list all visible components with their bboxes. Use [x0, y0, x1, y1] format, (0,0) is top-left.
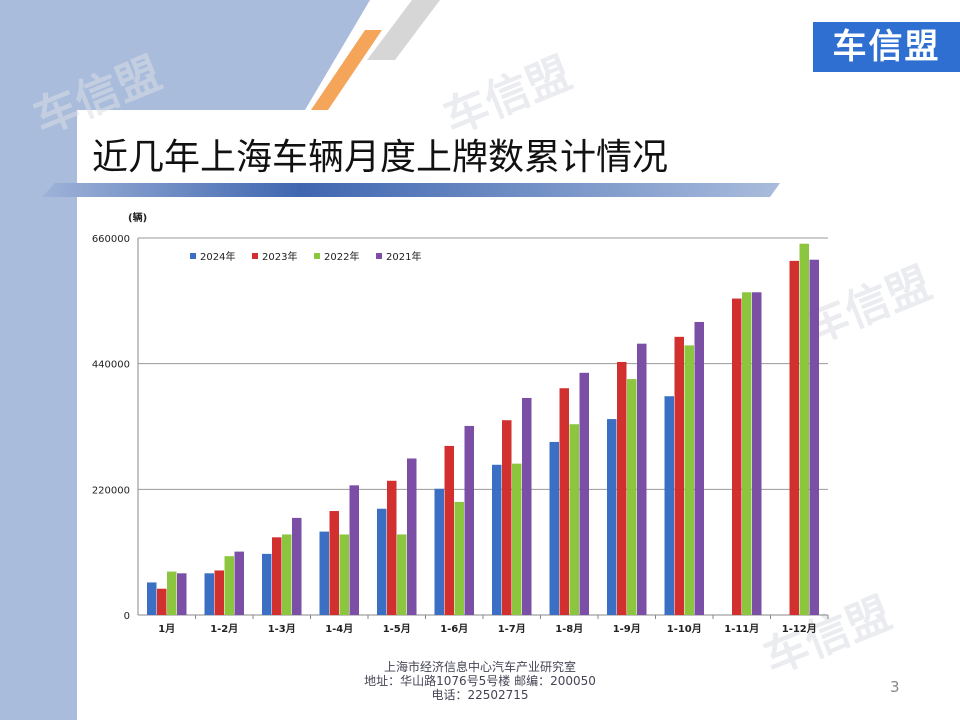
bar [569, 424, 579, 615]
brand-logo: 车信盟 [813, 22, 960, 72]
y-tick-label: 220000 [92, 485, 130, 496]
y-tick-label: 0 [124, 611, 130, 622]
left-decor-band [0, 0, 77, 720]
bar [809, 259, 819, 615]
bar [434, 488, 444, 615]
bar [377, 508, 387, 615]
bar [617, 361, 627, 615]
bar [502, 420, 512, 615]
bar [464, 425, 474, 615]
legend-label: 2023年 [262, 250, 297, 263]
bar [214, 570, 224, 615]
bar [752, 292, 762, 615]
bar [224, 556, 234, 615]
footer: 上海市经济信息中心汽车产业研究室 地址：华山路1076号5号楼 邮编：20005… [330, 660, 630, 702]
bar [664, 396, 674, 615]
legend-swatch [190, 253, 196, 259]
bar [204, 573, 214, 615]
x-tick-label: 1-5月 [383, 623, 411, 635]
title-underline-bar [42, 183, 780, 197]
x-tick-label: 1-8月 [555, 623, 583, 635]
bar [397, 534, 407, 615]
legend-swatch [252, 253, 258, 259]
bar [349, 485, 359, 615]
bar [522, 397, 532, 615]
header-decoration [0, 0, 440, 110]
x-tick-label: 1-6月 [440, 623, 468, 635]
bar [387, 480, 397, 615]
bar [492, 464, 502, 615]
bar [684, 345, 694, 615]
bar [579, 372, 589, 615]
bar [799, 243, 809, 615]
x-tick-label: 1-12月 [782, 623, 817, 635]
bar [329, 511, 339, 615]
bar [742, 292, 752, 615]
bar [339, 534, 349, 615]
legend-label: 2022年 [324, 250, 359, 263]
footer-org: 上海市经济信息中心汽车产业研究室 [383, 660, 576, 674]
x-tick-label: 1-9月 [613, 623, 641, 635]
x-tick-label: 1-10月 [667, 623, 702, 635]
bar [444, 445, 454, 615]
legend-label: 2024年 [200, 250, 235, 263]
x-tick-label: 1月 [158, 623, 175, 635]
bar [607, 419, 617, 615]
bar [319, 531, 329, 615]
page-number: 3 [890, 678, 900, 696]
x-tick-label: 1-7月 [498, 623, 526, 635]
bar [674, 336, 684, 615]
bar [732, 298, 742, 615]
bar [627, 379, 637, 615]
y-tick-label: 660000 [92, 234, 130, 245]
y-tick-label: 440000 [92, 360, 130, 371]
bar [262, 553, 272, 615]
bar [282, 534, 292, 615]
bar [167, 571, 177, 615]
bar [177, 573, 187, 615]
bar [157, 588, 167, 615]
bar-chart: 0 220000 440000 660000 (辆) 1月 1-2月 1-3月 1-4月 1-5月… [92, 211, 829, 635]
bar [234, 551, 244, 615]
bar [789, 260, 799, 615]
bar [147, 582, 157, 615]
bar [292, 517, 302, 615]
x-tick-label: 1-4月 [325, 623, 353, 635]
top-decor-band [0, 0, 960, 110]
page-title: 近几年上海车辆月度上牌数累计情况 [92, 137, 669, 178]
x-tick-label: 1-3月 [268, 623, 296, 635]
bar [454, 501, 464, 615]
legend-swatch [376, 253, 382, 259]
y-axis-unit-label: (辆) [128, 211, 147, 224]
bar [549, 441, 559, 615]
footer-address: 地址：华山路1076号5号楼 邮编：200050 [364, 674, 596, 688]
x-tick-label: 1-2月 [210, 623, 238, 635]
bar [559, 388, 569, 615]
bar [637, 343, 647, 615]
footer-phone: 电话：22502715 [431, 688, 529, 702]
bar [512, 463, 522, 615]
legend-swatch [314, 253, 320, 259]
bar [694, 321, 704, 615]
bar [272, 537, 282, 615]
legend-label: 2021年 [386, 250, 421, 263]
x-tick-label: 1-11月 [724, 623, 759, 635]
bar [407, 458, 417, 615]
